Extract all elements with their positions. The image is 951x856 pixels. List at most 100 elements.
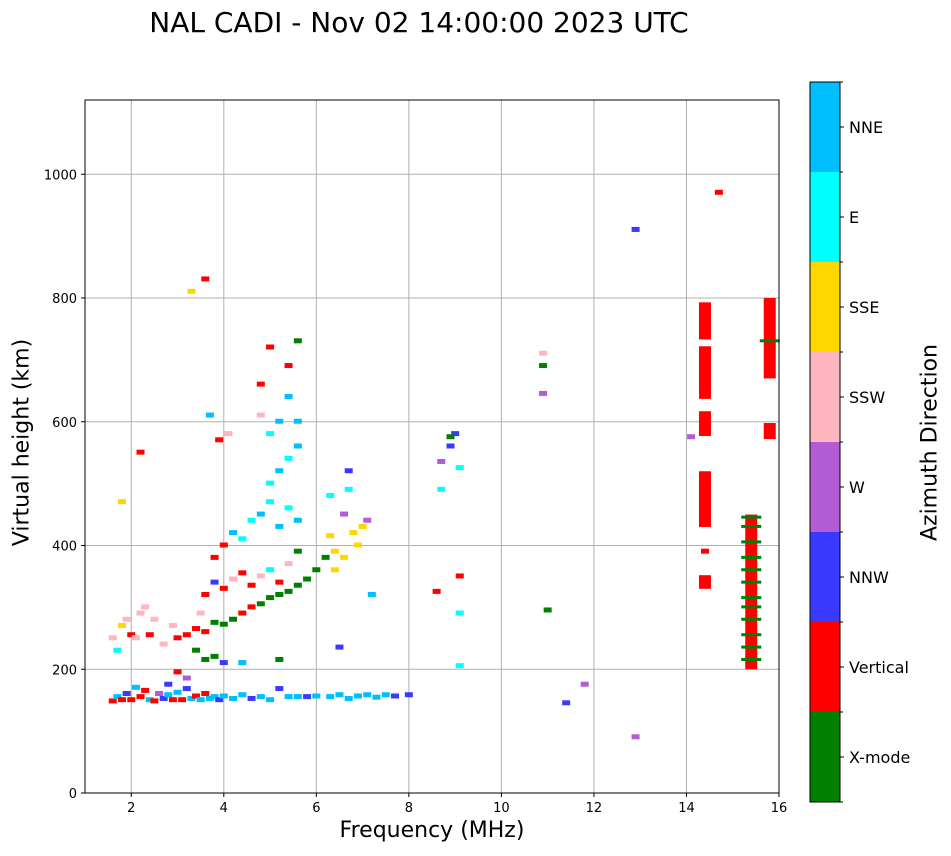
- echo-point: [219, 693, 228, 699]
- echo-point: [303, 694, 312, 700]
- echo-point: [210, 579, 219, 585]
- echo-band: [745, 514, 758, 670]
- echo-point: [131, 635, 140, 641]
- echo-stripe: [741, 580, 762, 584]
- echo-point: [192, 647, 201, 653]
- colorbar-label: Azimuth Direction: [917, 343, 943, 542]
- echo-point: [275, 592, 284, 597]
- echo-point: [136, 694, 145, 700]
- echo-point: [340, 511, 349, 517]
- echo-point: [284, 588, 293, 594]
- echo-point: [455, 610, 464, 616]
- echo-point: [284, 561, 293, 567]
- echo-point: [219, 621, 228, 627]
- echo-point: [141, 687, 150, 693]
- echo-point: [580, 681, 589, 687]
- echo-point: [229, 616, 238, 622]
- echo-point: [372, 694, 381, 700]
- echo-point: [150, 616, 159, 622]
- echo-point: [201, 276, 210, 282]
- echo-point: [266, 431, 275, 437]
- echo-point: [145, 632, 154, 638]
- echo-point: [266, 567, 275, 573]
- echo-band: [698, 302, 711, 340]
- echo-point: [284, 394, 293, 399]
- echo-point: [155, 691, 164, 696]
- echo-point: [210, 554, 219, 560]
- echo-point: [182, 686, 191, 692]
- echo-point: [437, 486, 446, 492]
- y-tick-label: 600: [52, 416, 77, 431]
- colorbar-swatch: [810, 532, 840, 622]
- echo-point: [219, 660, 228, 666]
- echo-point: [256, 601, 265, 607]
- echo-point: [539, 390, 548, 396]
- echo-point: [164, 692, 173, 698]
- echo-stripe: [741, 657, 762, 661]
- echo-point: [108, 635, 117, 641]
- echo-point: [187, 288, 196, 294]
- echo-marks: [108, 189, 780, 740]
- colorbar-tick-label: Vertical: [849, 658, 909, 677]
- echo-point: [201, 656, 210, 662]
- y-tick-label: 200: [52, 663, 77, 678]
- y-tick-label: 0: [69, 787, 77, 802]
- echo-point: [437, 458, 446, 464]
- chart-title: NAL CADI - Nov 02 14:00:00 2023 UTC: [149, 6, 689, 39]
- echo-point: [381, 692, 390, 698]
- echo-point: [229, 530, 238, 536]
- echo-point: [238, 660, 247, 666]
- echo-point: [210, 653, 219, 659]
- echo-point: [353, 542, 362, 548]
- echo-stripe: [741, 596, 762, 600]
- echo-point: [182, 675, 191, 681]
- echo-point: [284, 505, 293, 511]
- echo-point: [141, 604, 150, 610]
- echo-point: [108, 698, 117, 704]
- echo-point: [446, 434, 455, 440]
- echo-point: [312, 567, 321, 573]
- echo-stripe: [741, 524, 762, 528]
- colorbar-swatch: [810, 352, 840, 442]
- echo-point: [247, 695, 256, 701]
- y-axis-label: Virtual height (km): [9, 338, 35, 547]
- echo-point: [131, 684, 140, 690]
- x-tick-label: 14: [678, 801, 695, 816]
- echo-point: [293, 443, 302, 449]
- echo-point: [293, 418, 302, 424]
- x-tick-label: 16: [771, 801, 788, 816]
- echo-point: [275, 523, 284, 529]
- echo-stripe: [759, 339, 780, 343]
- echo-point: [187, 695, 196, 701]
- echo-point: [330, 548, 339, 554]
- echo-point: [118, 697, 127, 703]
- echo-point: [275, 579, 284, 585]
- colorbar-swatch: [810, 82, 840, 172]
- echo-point: [455, 573, 464, 579]
- echo-stripe: [741, 633, 762, 637]
- echo-band: [698, 411, 711, 436]
- echo-point: [293, 694, 302, 700]
- echo-point: [344, 695, 353, 701]
- echo-point: [363, 517, 372, 523]
- echo-point: [168, 697, 177, 703]
- x-tick-label: 10: [493, 801, 510, 816]
- echo-point: [182, 632, 191, 638]
- colorbar-tick-label: NNW: [849, 568, 889, 587]
- echo-point: [432, 588, 441, 594]
- echo-point: [714, 189, 723, 195]
- echo-point: [196, 610, 205, 616]
- echo-point: [118, 499, 127, 505]
- echo-stripe: [741, 617, 762, 621]
- echo-point: [330, 567, 339, 573]
- echo-point: [266, 595, 275, 601]
- x-tick-label: 2: [127, 801, 135, 816]
- echo-point: [543, 607, 552, 613]
- echo-point: [196, 697, 205, 703]
- echo-point: [275, 418, 284, 424]
- echo-point: [404, 692, 413, 698]
- echo-point: [219, 542, 228, 548]
- echo-point: [168, 622, 177, 628]
- echo-point: [173, 689, 182, 695]
